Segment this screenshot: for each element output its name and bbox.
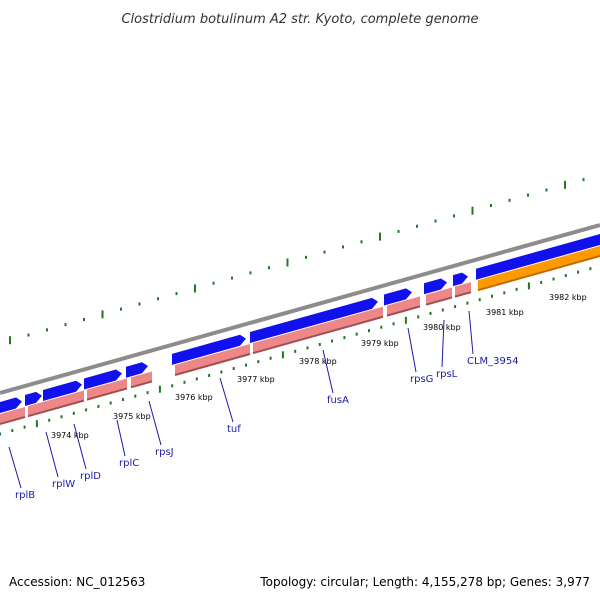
gene-label-leader	[8, 446, 22, 489]
cds-bar-shadow	[477, 254, 600, 292]
gene-label-rpsj[interactable]: rpsJ	[155, 447, 174, 458]
gene-arrow[interactable]	[424, 278, 447, 295]
cds-bar-shadow	[130, 380, 153, 389]
gene-label-leader	[45, 431, 59, 478]
gene-arrow[interactable]	[126, 362, 148, 378]
gene-label-rpsg[interactable]: rpsG	[410, 374, 433, 385]
gene-label-leader	[73, 423, 87, 470]
cds-bar-shadow	[0, 416, 26, 426]
gene-arrow[interactable]	[43, 380, 82, 401]
gene-label-rpsl[interactable]: rpsL	[436, 369, 458, 380]
cds-bar-shadow	[425, 296, 453, 306]
genome-tracks	[0, 178, 600, 436]
gene-label-leader	[441, 319, 445, 368]
gene-label-fusa[interactable]: fusA	[327, 395, 349, 406]
axis-kbp-label: 3982 kbp	[549, 293, 587, 302]
gene-arrow[interactable]	[453, 272, 468, 287]
gene-label-rpld[interactable]: rplD	[80, 471, 101, 482]
axis-kbp-label: 3980 kbp	[423, 323, 461, 332]
cds-bar-shadow	[252, 315, 384, 355]
gene-label-rplb[interactable]: rplB	[15, 490, 35, 501]
gene-label-rplw[interactable]: rplW	[52, 479, 75, 490]
axis-kbp-label: 3975 kbp	[113, 412, 151, 421]
gene-label-leader	[148, 400, 162, 446]
genome-summary-text: Topology: circular; Length: 4,155,278 bp…	[259, 575, 590, 589]
cds-bar[interactable]	[253, 306, 383, 354]
axis-kbp-label: 3978 kbp	[299, 357, 337, 366]
cds-bar-shadow	[27, 399, 85, 418]
cds-bar-highlight[interactable]	[478, 243, 600, 291]
axis-kbp-label: 3977 kbp	[237, 375, 275, 384]
axis-kbp-label: 3974 kbp	[51, 431, 89, 440]
gene-label-leader	[407, 327, 417, 373]
accession-text: Accession: NC_012563	[9, 575, 145, 589]
gene-label-leader	[219, 377, 234, 423]
cds-bar[interactable]	[387, 296, 420, 316]
gene-labels: 3974 kbp 3975 kbp 3976 kbp 3977 kbp 3978 kbp…	[8, 293, 587, 501]
gene-arrow[interactable]	[172, 334, 246, 365]
cds-bar[interactable]	[0, 407, 25, 425]
gene-arrow[interactable]	[250, 297, 378, 343]
cds-bar-shadow	[386, 305, 421, 317]
cds-bar[interactable]	[175, 344, 250, 375]
gene-arrow[interactable]	[25, 391, 42, 406]
gene-arrow[interactable]	[384, 288, 412, 306]
axis-kbp-label: 3979 kbp	[361, 339, 399, 348]
cds-bar[interactable]	[28, 390, 84, 417]
gene-arrow[interactable]	[84, 369, 122, 390]
gene-label-leader	[322, 349, 334, 394]
backbone-line	[0, 223, 600, 395]
cds-bar[interactable]	[426, 287, 452, 305]
axis-kbp-label: 3976 kbp	[175, 393, 213, 402]
cds-bar[interactable]	[87, 378, 127, 400]
map-title: Clostridium botulinum A2 str. Kyoto, com…	[121, 12, 478, 27]
cds-bar[interactable]	[131, 371, 152, 388]
cds-bar-shadow	[174, 353, 251, 376]
gene-label-tuf[interactable]: tuf	[227, 424, 241, 435]
gene-label-leader	[468, 310, 474, 355]
gene-label-clm-3954[interactable]: CLM_3954	[467, 356, 519, 367]
gene-arrow[interactable]	[476, 233, 600, 280]
cds-bar-shadow	[454, 291, 472, 298]
gene-arrow[interactable]	[0, 397, 22, 415]
gene-label-leader	[116, 419, 126, 457]
gene-label-rplc[interactable]: rplC	[119, 458, 139, 469]
axis-kbp-label: 3981 kbp	[486, 308, 524, 317]
cds-bar-shadow	[86, 387, 128, 401]
